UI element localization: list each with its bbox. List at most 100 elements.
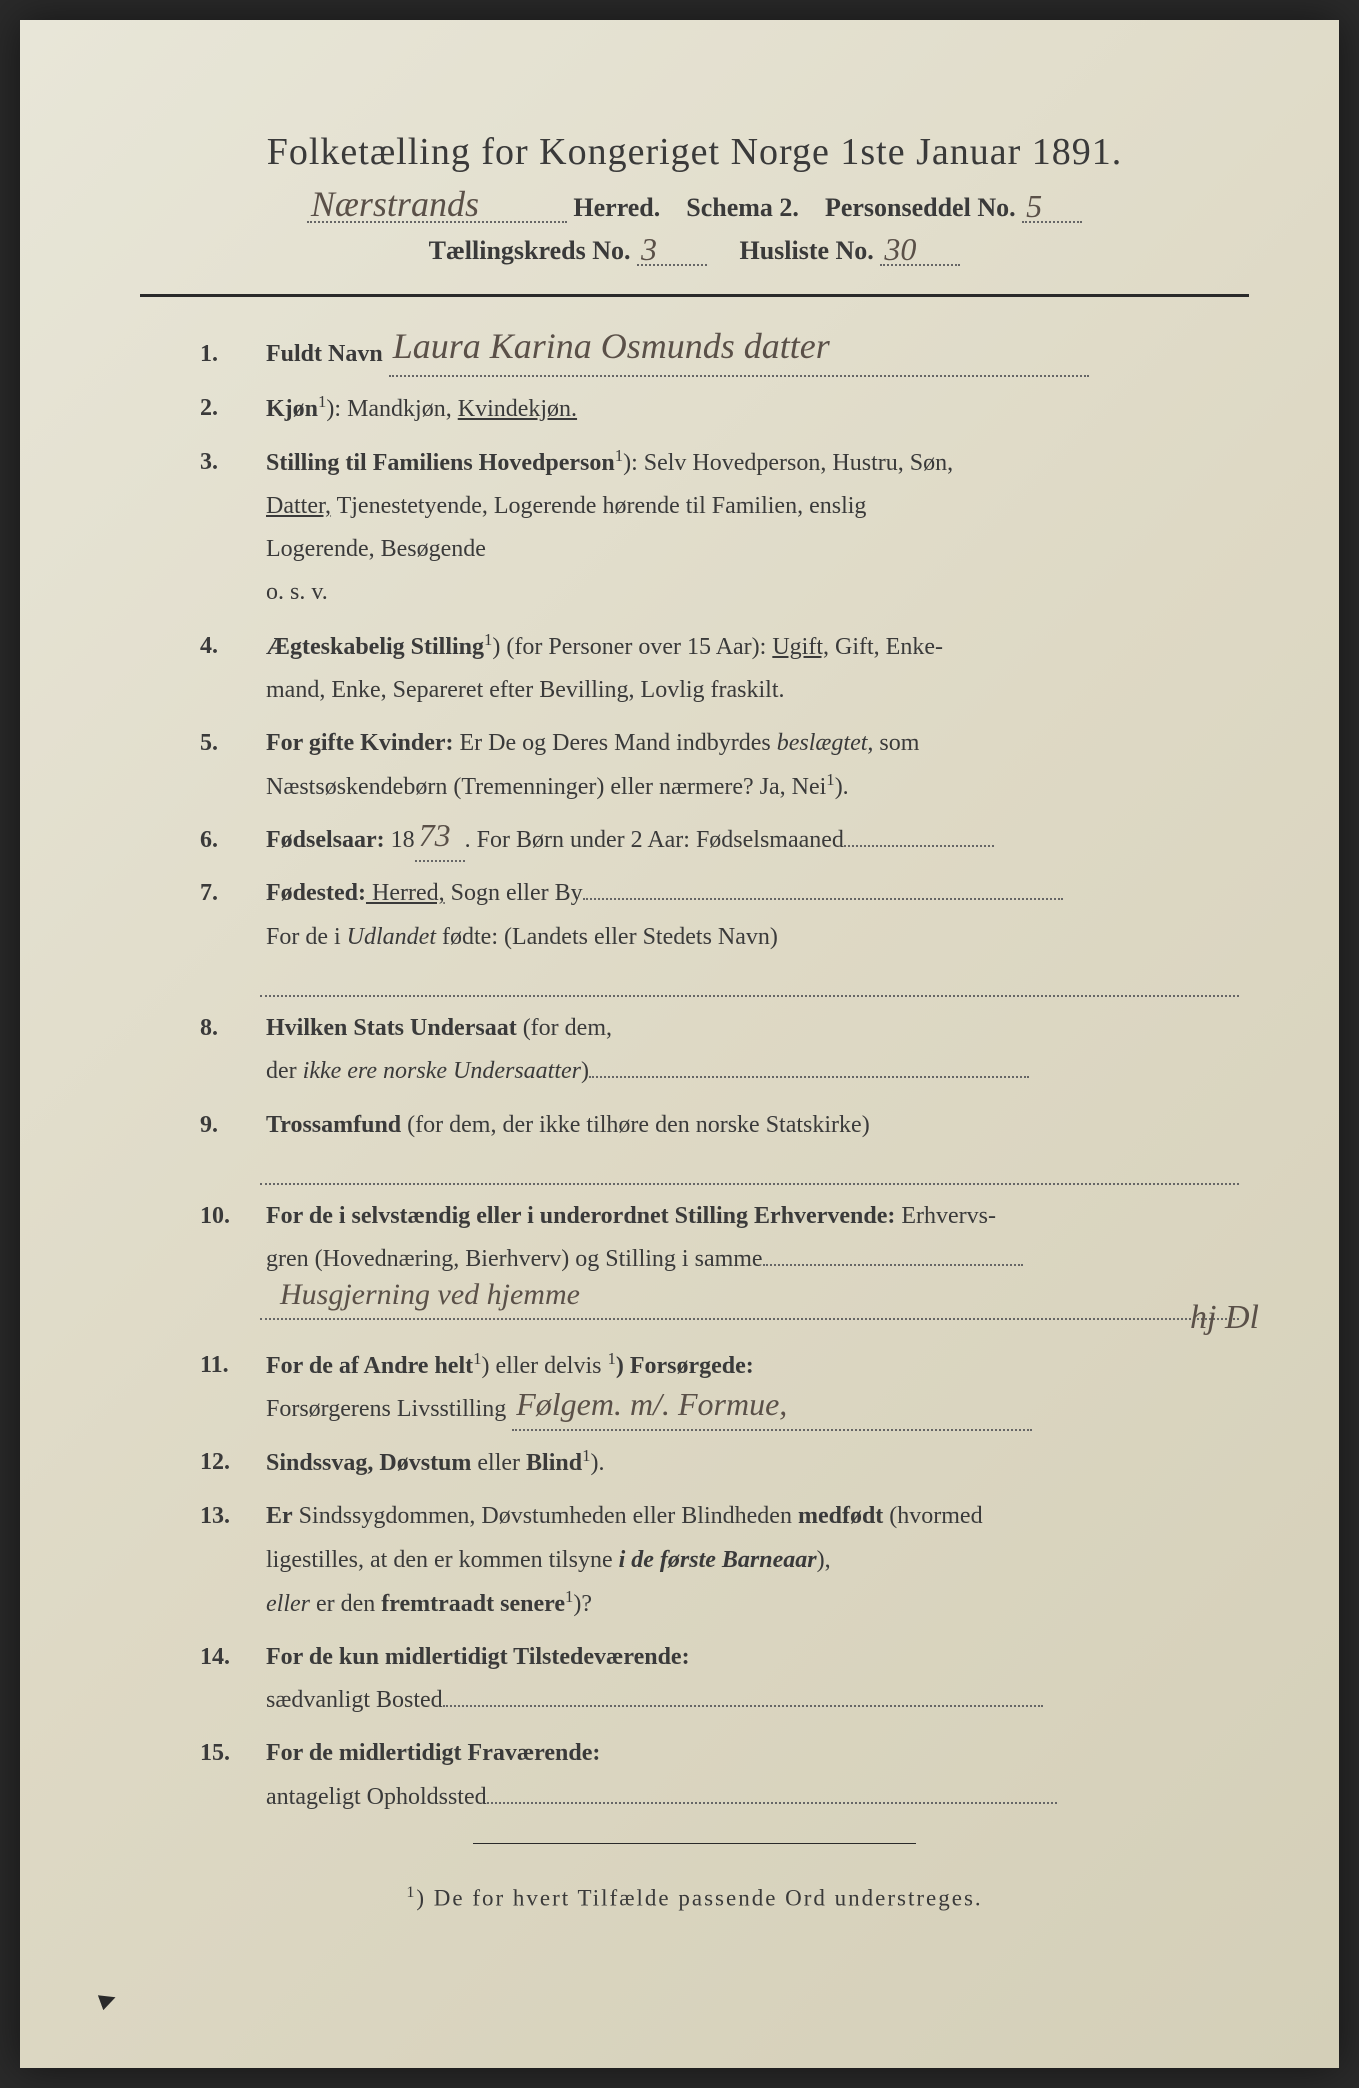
field-8-num: 8.	[200, 1007, 260, 1050]
field-4-after: ) (for Personer over 15 Aar):	[492, 634, 772, 660]
personseddel-value-field: 5	[1022, 192, 1082, 223]
field-15-line2: antageligt Opholdssted	[266, 1784, 487, 1810]
field-6-month-line	[844, 845, 994, 847]
field-6-label: Fødselsaar:	[266, 827, 385, 853]
field-10-handwritten-side: hj Dl	[1190, 1287, 1259, 1348]
field-7-content: Fødested: Herred, Sogn eller By For de i…	[266, 872, 1235, 958]
field-10: 10. For de i selvstændig eller i underor…	[200, 1195, 1239, 1320]
field-15-line	[487, 1802, 1057, 1804]
field-13-after: Sindssygdommen, Døvstumheden eller Blind…	[293, 1503, 798, 1529]
schema-label: Schema 2.	[686, 193, 799, 222]
form-body: 1. Fuldt Navn Laura Karina Osmunds datte…	[140, 333, 1249, 1818]
field-4-after2: Gift, Enke-	[829, 634, 943, 660]
field-8-line2b: )	[581, 1058, 589, 1084]
field-5-after2: som	[873, 730, 919, 756]
field-11-content: For de af Andre helt1) eller delvis 1) F…	[266, 1344, 1235, 1431]
field-8-after: (for dem,	[517, 1015, 612, 1041]
form-header: Folketælling for Kongeriget Norge 1ste J…	[140, 130, 1249, 266]
field-9-content: Trossamfund (for dem, der ikke tilhøre d…	[266, 1104, 1235, 1147]
field-6-year-field: 73	[415, 834, 465, 863]
field-6-after: . For Børn under 2 Aar: Fødselsmaaned	[465, 827, 844, 853]
field-2-content: Kjøn1): Mandkjøn, Kvindekjøn.	[266, 387, 1235, 431]
field-12-num: 12.	[200, 1441, 260, 1484]
field-14-content: For de kun midlertidigt Tilstedeværende:…	[266, 1636, 1235, 1722]
kreds-no: 3	[641, 231, 657, 268]
field-3-after: ): Selv Hovedperson, Hustru, Søn,	[623, 450, 953, 476]
field-14: 14. For de kun midlertidigt Tilstedevære…	[200, 1636, 1239, 1722]
field-13-line2italic: i de første Barneaar	[619, 1547, 817, 1573]
field-13-line2b: ),	[817, 1547, 831, 1573]
footnote: 1) De for hvert Tilfælde passende Ord un…	[140, 1884, 1249, 1912]
field-10-after: Erhvervs-	[895, 1203, 996, 1229]
field-14-line	[443, 1705, 1043, 1707]
header-divider	[140, 294, 1249, 297]
field-6-num: 6.	[200, 819, 260, 862]
field-7: 7. Fødested: Herred, Sogn eller By For d…	[200, 872, 1239, 997]
personseddel-label: Personseddel No.	[825, 193, 1016, 222]
field-5: 5. For gifte Kvinder: Er De og Deres Man…	[200, 722, 1239, 809]
field-7-after: Sogn eller By	[445, 880, 583, 906]
field-13-label: Er	[266, 1503, 293, 1529]
kreds-value-field: 3	[637, 235, 707, 266]
field-4: 4. Ægteskabelig Stilling1) (for Personer…	[200, 625, 1239, 712]
herred-handwritten: Nærstrands	[311, 183, 479, 225]
field-10-label: For de i selvstændig eller i underordnet…	[266, 1203, 895, 1229]
field-9-num: 9.	[200, 1104, 260, 1147]
field-13-line3b: er den	[310, 1591, 381, 1617]
herred-value-field: Nærstrands	[307, 192, 567, 223]
field-3-line3: Logerende, Besøgende	[266, 536, 486, 562]
field-1-label: Fuldt Navn	[266, 341, 383, 367]
field-15: 15. For de midlertidigt Fraværende: anta…	[200, 1732, 1239, 1818]
field-4-underlined: Ugift,	[772, 634, 829, 660]
field-14-num: 14.	[200, 1636, 260, 1679]
field-14-label: For de kun midlertidigt Tilstedeværende:	[266, 1644, 690, 1670]
field-13-content: Er Sindssygdommen, Døvstumheden eller Bl…	[266, 1495, 1235, 1626]
field-7-underlined: Herred,	[366, 880, 445, 906]
field-7-line2a: For de i	[266, 924, 347, 950]
field-3: 3. Stilling til Familiens Hovedperson1):…	[200, 441, 1239, 615]
field-1: 1. Fuldt Navn Laura Karina Osmunds datte…	[200, 333, 1239, 376]
field-15-content: For de midlertidigt Fraværende: antageli…	[266, 1732, 1235, 1818]
footnote-text: ) De for hvert Tilfælde passende Ord und…	[416, 1885, 982, 1910]
herred-line: Nærstrands Herred. Schema 2. Personsedde…	[140, 192, 1249, 223]
field-13-after2: (hvormed	[883, 1503, 982, 1529]
field-13-line3bold: fremtraadt senere	[381, 1591, 565, 1617]
field-11-label: For de af Andre helt	[266, 1353, 473, 1379]
field-11-num: 11.	[200, 1344, 260, 1387]
field-6: 6. Fødselsaar: 1873. For Børn under 2 Aa…	[200, 819, 1239, 862]
field-13-bold2: medfødt	[798, 1503, 883, 1529]
field-11-sup2: 1	[607, 1349, 615, 1368]
field-8-label: Hvilken Stats Undersaat	[266, 1015, 517, 1041]
field-7-blank-line	[260, 959, 1239, 997]
field-5-line2: Næstsøskendebørn (Tremenninger) eller næ…	[266, 774, 826, 800]
form-title: Folketælling for Kongeriget Norge 1ste J…	[140, 130, 1249, 174]
field-10-num: 10.	[200, 1195, 260, 1238]
field-6-year-hw: 73	[419, 807, 451, 865]
field-4-num: 4.	[200, 625, 260, 668]
field-7-line2b: fødte: (Landets eller Stedets Navn)	[436, 924, 778, 950]
field-5-label: For gifte Kvinder:	[266, 730, 454, 756]
field-12-after2: ).	[590, 1450, 604, 1476]
field-13: 13. Er Sindssygdommen, Døvstumheden elle…	[200, 1495, 1239, 1626]
field-4-label: Ægteskabelig Stilling	[266, 634, 484, 660]
field-7-line	[583, 898, 1063, 900]
herred-label: Herred.	[573, 193, 660, 222]
field-3-line2b: Tjenestetyende, Logerende hørende til Fa…	[331, 493, 866, 519]
field-15-label: For de midlertidigt Fraværende:	[266, 1740, 600, 1766]
field-5-content: For gifte Kvinder: Er De og Deres Mand i…	[266, 722, 1235, 809]
field-4-content: Ægteskabelig Stilling1) (for Personer ov…	[266, 625, 1235, 712]
field-15-num: 15.	[200, 1732, 260, 1775]
field-10-handwritten: Husgjerning ved hjemme	[280, 1268, 580, 1322]
field-5-num: 5.	[200, 722, 260, 765]
field-12-after: eller	[471, 1450, 526, 1476]
field-12-content: Sindssvag, Døvstum eller Blind1).	[266, 1441, 1235, 1485]
field-6-year-prefix: 18	[385, 827, 415, 853]
field-8: 8. Hvilken Stats Undersaat (for dem, der…	[200, 1007, 1239, 1093]
husliste-no: 30	[884, 231, 916, 268]
field-12-label2: Blind	[526, 1450, 582, 1476]
field-1-value-line: Laura Karina Osmunds datter	[389, 348, 1089, 377]
field-2-label-b: ): Mandkjøn,	[326, 396, 451, 422]
footnote-sup: 1	[406, 1884, 416, 1901]
field-10-line-a	[763, 1264, 1023, 1266]
field-2-label-a: Kjøn	[266, 396, 318, 422]
